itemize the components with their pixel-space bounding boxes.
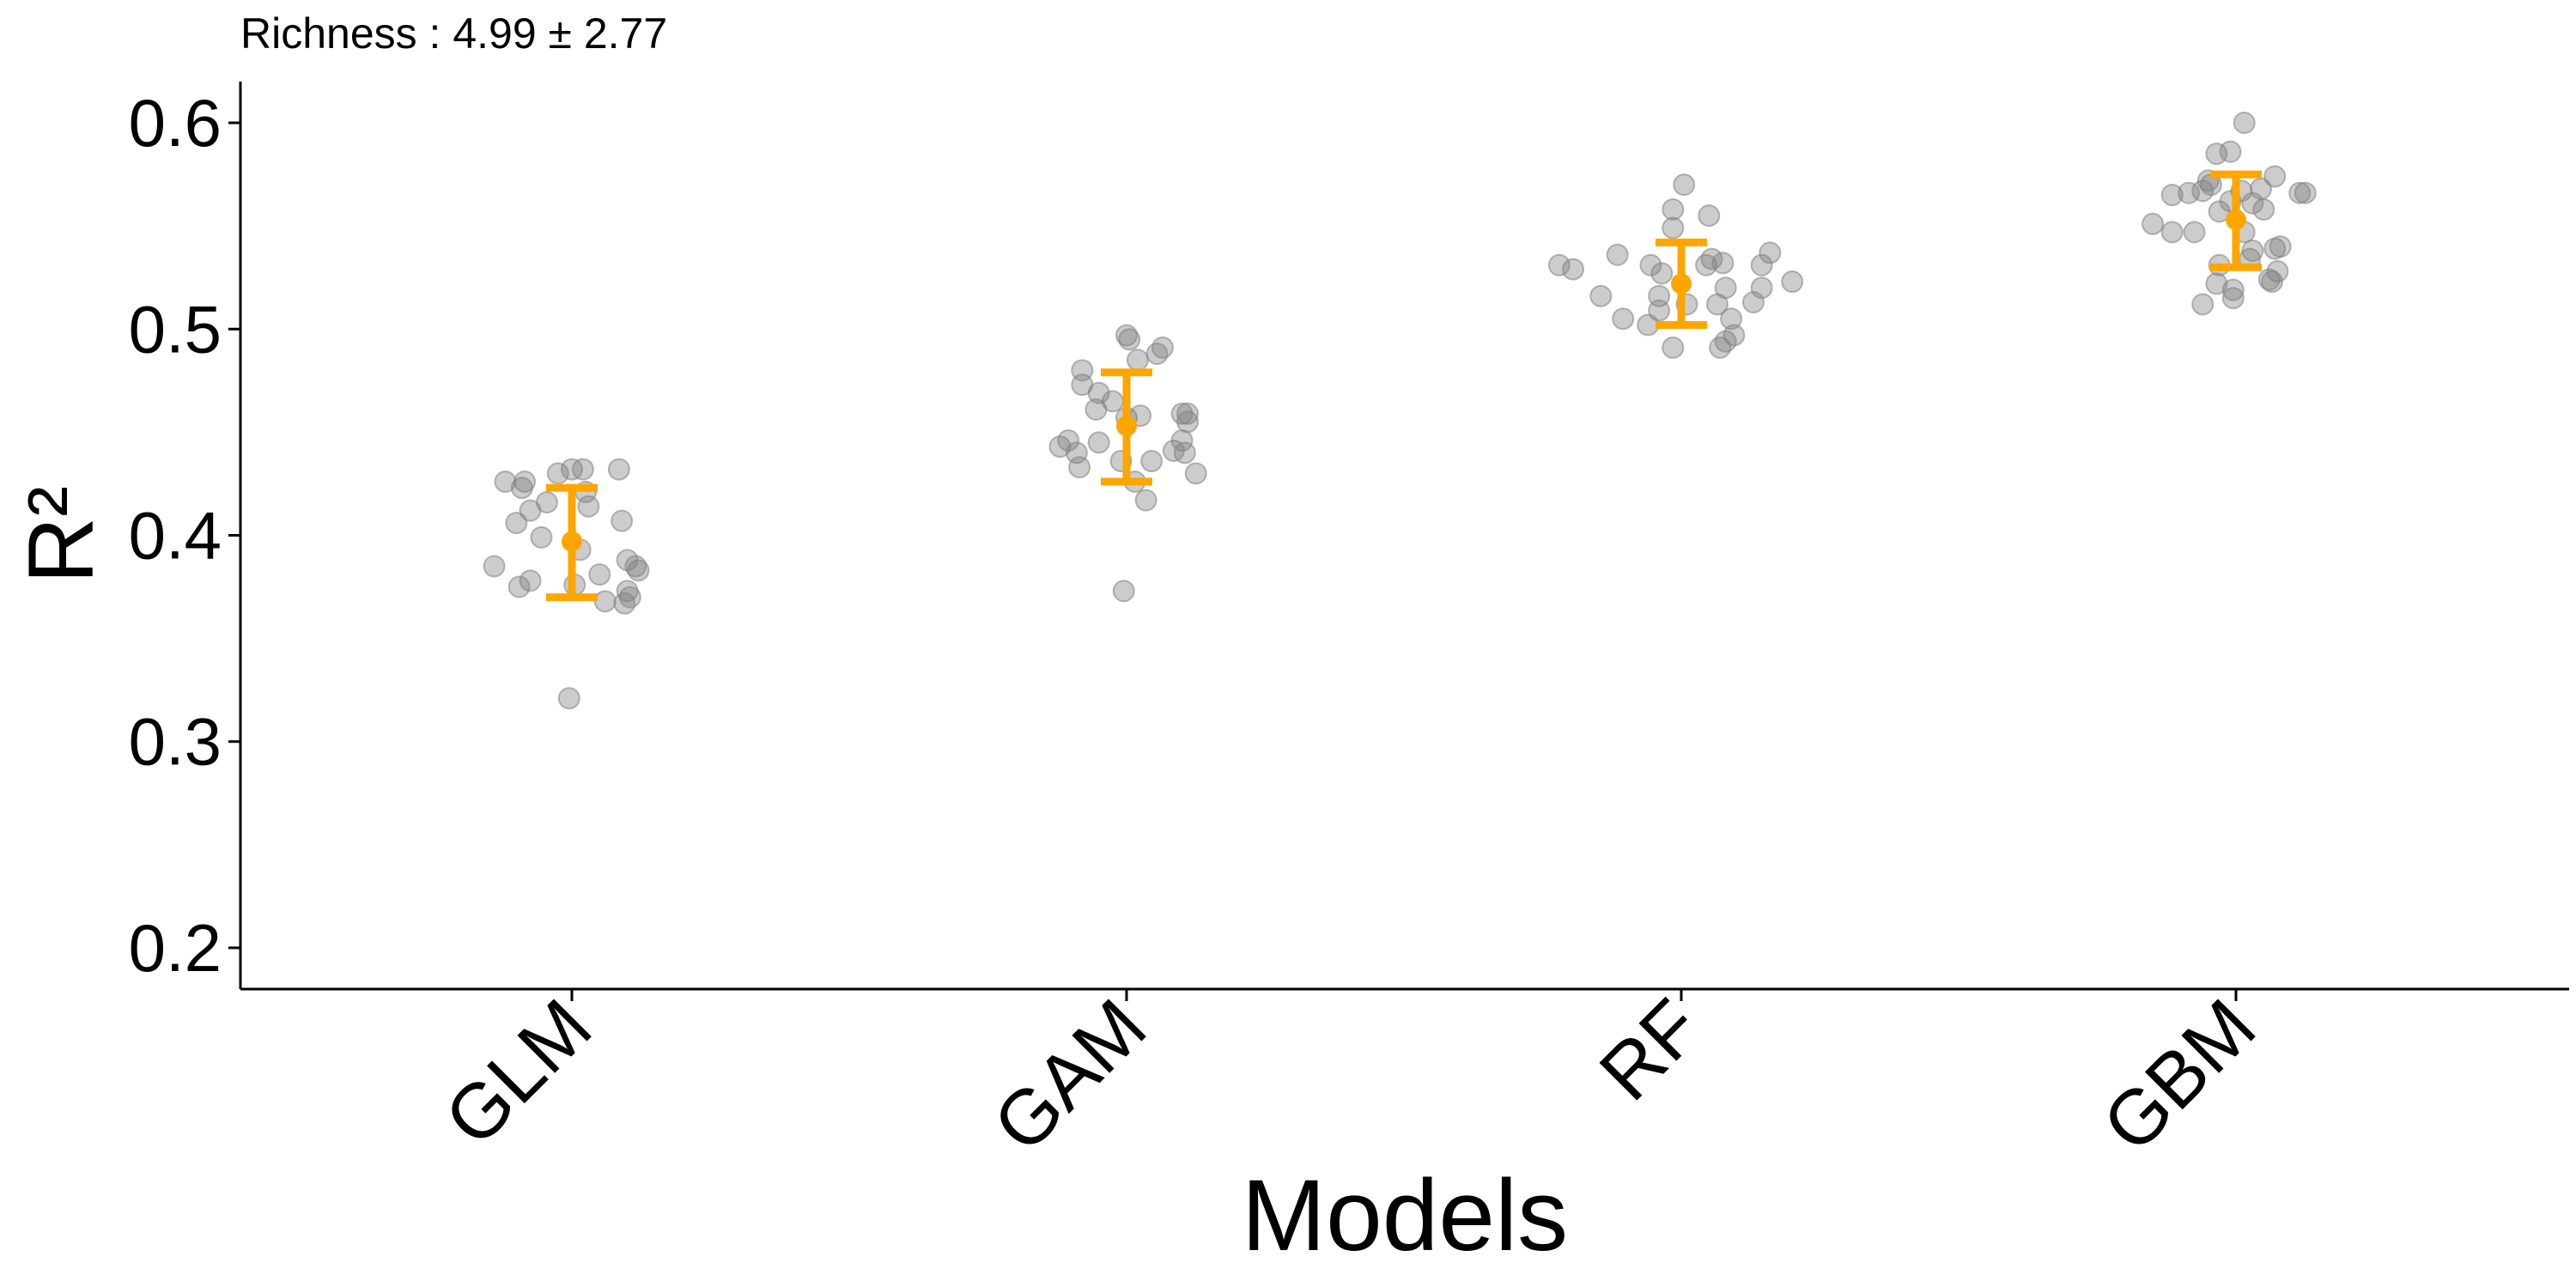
data-point [507,575,531,598]
data-point [1662,336,1685,359]
data-point [571,458,594,481]
data-point [2263,165,2287,188]
data-point [627,559,650,582]
data-point [1134,489,1157,512]
data-point [1720,307,1743,331]
data-point [1140,450,1163,473]
summary-rf [1656,238,1707,329]
data-point [535,491,558,514]
y-axis-ticks: 0.2 0.3 0.4 0.5 0.6 [129,85,240,986]
data-point [1606,243,1629,266]
data-point [577,495,600,518]
data-point [1547,253,1571,276]
data-point [2252,197,2275,221]
data-point [557,687,580,710]
data-point [1176,410,1200,434]
data-point [1112,580,1135,603]
data-point [2293,181,2317,204]
mean-point [2226,209,2246,230]
data-point [1781,270,1804,294]
data-point [2205,272,2228,295]
y-axis-label: R² [9,486,112,584]
data-point [2205,143,2228,166]
data-point [1589,284,1613,307]
points-rf [1547,173,1804,359]
data-point [1173,441,1196,464]
data-point [494,470,517,494]
data-point [1662,216,1685,240]
data-point [2142,212,2165,235]
data-point [2221,287,2245,310]
y-tick-label: 0.4 [129,498,222,574]
data-point [1650,262,1674,285]
data-point [1648,284,1671,307]
data-point [1714,276,1737,300]
mean-point [562,531,582,552]
x-axis-label: Models [1242,1159,1568,1272]
data-point [607,458,630,481]
data-point [2269,235,2292,258]
data-point [1612,307,1635,331]
data-point [2191,293,2215,316]
data-point [546,462,569,485]
data-point [2160,184,2184,207]
data-point [593,590,617,613]
data-point [2221,278,2245,301]
data-point [2160,221,2184,244]
mean-point [1116,416,1137,437]
data-point [1184,462,1207,485]
data-point [1101,390,1124,413]
summary-gam [1101,368,1152,486]
points-gbm [2142,112,2317,316]
data-point [513,470,537,494]
data-point [1068,456,1091,479]
data-point [1759,241,1782,264]
y-tick-label: 0.6 [129,85,222,161]
data-point [1711,252,1735,275]
data-point [2266,260,2289,283]
data-point [1151,336,1174,359]
data-point [1662,197,1685,221]
data-point [1118,328,1141,351]
data-point [1698,204,1721,228]
data-point [1176,402,1200,425]
data-point [2233,112,2256,135]
data-point [1750,276,1773,300]
data-point [1639,253,1662,276]
data-point [588,563,611,586]
data-point [2260,270,2283,294]
data-point [2288,181,2312,204]
summary-gbm [2210,170,2262,271]
data-point [1722,324,1746,347]
mean-point [1671,273,1692,294]
data-point [1562,258,1585,281]
data-point [1087,381,1110,404]
data-point [505,512,528,535]
data-point [530,525,553,549]
data-point [1126,349,1149,372]
data-point [1057,428,1080,452]
mean-error-bars [546,170,2262,602]
data-point [618,586,641,609]
data-point [2178,181,2201,204]
y-tick-label: 0.5 [129,291,222,367]
y-tick-label: 0.3 [129,704,222,780]
data-point [2183,221,2206,244]
data-point [2241,239,2264,262]
data-point [2219,140,2242,163]
data-point [611,509,634,532]
data-point [519,569,542,592]
y-tick-label: 0.2 [129,910,222,986]
chart-title: Richness : 4.99 ± 2.77 [240,9,667,58]
data-point [1673,173,1696,197]
data-point [483,555,506,578]
data-point [1087,431,1110,454]
summary-glm [546,483,598,602]
data-point [1750,253,1773,276]
